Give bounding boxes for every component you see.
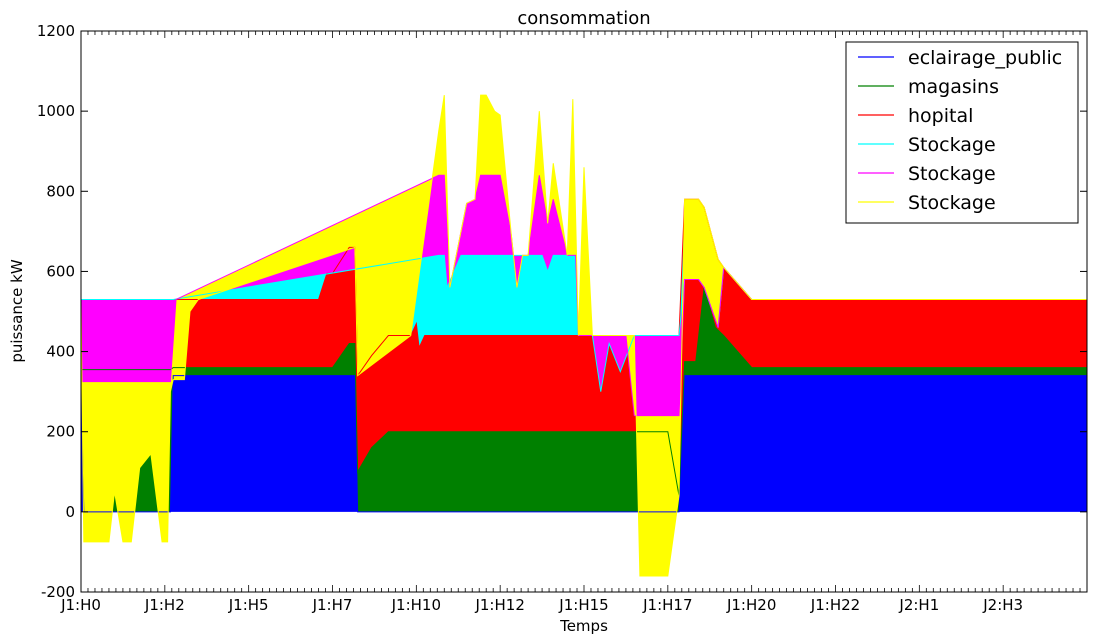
x-tick-label: J1:H12 — [474, 596, 524, 614]
y-tick-label: 600 — [46, 262, 75, 280]
series-lines — [80, 94, 1087, 577]
x-tick-label: J2:H1 — [898, 596, 939, 614]
y-tick-label: 200 — [46, 423, 75, 441]
x-tick-label: J1:H20 — [726, 596, 776, 614]
plot-frame — [80, 30, 1088, 593]
legend-label: hopital — [908, 105, 973, 127]
y-axis-label: puissance kW — [8, 259, 26, 362]
series-line-4 — [81, 174, 1087, 417]
x-tick-label: J1:H22 — [810, 596, 860, 614]
x-tick-label: J1:H2 — [144, 596, 185, 614]
y-tick-label: 800 — [46, 182, 75, 200]
x-tick-label: J1:H7 — [312, 596, 353, 614]
x-tick-label: J1:H15 — [558, 596, 608, 614]
legend-label: Stockage — [908, 134, 996, 156]
x-tick-label: J1:H10 — [391, 596, 441, 614]
area-3 — [81, 199, 1087, 392]
x-tick-label: J1:H17 — [642, 596, 692, 614]
y-tick-label: -200 — [41, 583, 75, 601]
legend: eclairage_public magasins hopital Stockage S… — [845, 41, 1079, 224]
series-line-1 — [81, 287, 1087, 496]
y-tick-label: 400 — [46, 343, 75, 361]
y-tick-label: 1200 — [37, 22, 75, 40]
x-tick-label: J1:H5 — [228, 596, 269, 614]
legend-label: Stockage — [908, 163, 996, 185]
y-tick-label: 1000 — [37, 102, 75, 120]
x-tick-label: J2:H3 — [982, 596, 1023, 614]
series-line-5 — [80, 94, 1087, 577]
legend-label: magasins — [908, 76, 999, 98]
area-1 — [81, 287, 1087, 512]
legend-label: eclairage_public — [908, 47, 1062, 69]
y-tick-label: 0 — [65, 503, 75, 521]
x-tick-label: J1:H0 — [60, 596, 101, 614]
legend-box — [845, 41, 1079, 224]
axis-ticks: -200 0 200 400 600 800 1000 1200 J1:H0 J1:H2 J1:H5… — [37, 22, 1088, 614]
chart-title: consommation — [517, 8, 650, 29]
legend-label: Stockage — [908, 192, 996, 214]
area-0 — [81, 375, 1087, 512]
x-axis-label: Temps — [559, 617, 608, 635]
